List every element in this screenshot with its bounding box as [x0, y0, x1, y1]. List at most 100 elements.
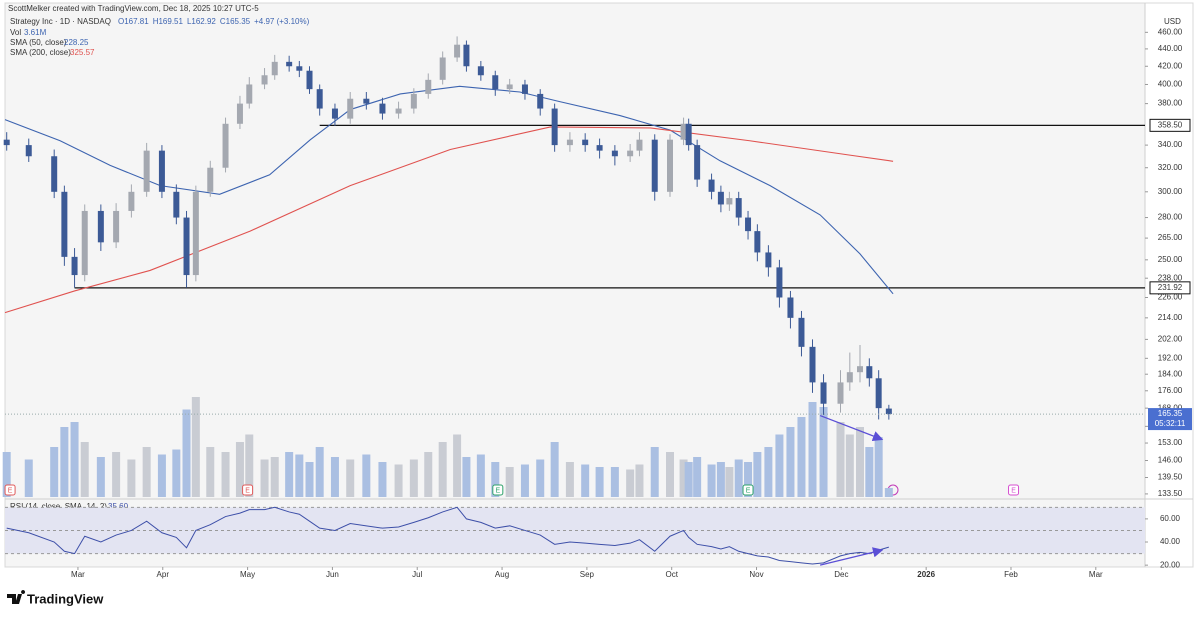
volume-bar — [753, 452, 762, 497]
volume-bar — [845, 434, 854, 497]
candle-body — [611, 150, 618, 157]
y-tick-label: 146.00 — [1158, 456, 1183, 465]
candle-body — [809, 346, 816, 383]
volume-bar — [462, 457, 471, 497]
y-tick-label: 460.00 — [1158, 27, 1183, 36]
logo: TradingView — [7, 590, 104, 606]
sma-line — [4, 126, 894, 314]
rsi-tick-label: 40.00 — [1160, 537, 1181, 546]
volume-bar — [808, 402, 817, 497]
sma50-value: 228.25 — [64, 38, 89, 47]
candle-body — [192, 191, 199, 276]
y-tick-label: 192.00 — [1158, 353, 1183, 362]
candle-body — [363, 98, 370, 104]
candle-body — [582, 139, 589, 146]
candle-body — [97, 210, 104, 243]
vol-name: Vol — [10, 28, 21, 37]
volume-bar — [191, 397, 200, 497]
volume-bar — [330, 457, 339, 497]
candle-body — [477, 66, 484, 76]
candle-body — [717, 191, 724, 205]
volume-bar — [142, 447, 151, 497]
candle-body — [506, 84, 513, 90]
y-tick-label: 214.00 — [1158, 313, 1183, 322]
x-tick-label: Jul — [412, 570, 422, 579]
rsi-name: RSI (14, close, SMA, 14, 2) — [10, 502, 107, 511]
event-label: E — [1011, 487, 1016, 494]
volume-bar — [112, 452, 121, 497]
event-label: E — [746, 487, 751, 494]
volume-bar — [235, 442, 244, 497]
candle-body — [735, 198, 742, 218]
volume-bar — [734, 459, 743, 497]
y-tick-label: 280.00 — [1158, 213, 1183, 222]
candle-body — [158, 150, 165, 192]
currency: USD — [1164, 17, 1181, 26]
volume-bar — [707, 464, 716, 497]
volume-bar — [679, 459, 688, 497]
volume-bar — [346, 459, 355, 497]
volume-bar — [725, 467, 734, 497]
volume-bar — [245, 434, 254, 497]
volume-bar — [80, 442, 89, 497]
candle-body — [425, 79, 432, 94]
candle-body — [61, 191, 68, 257]
y-tick-label: 400.00 — [1158, 80, 1183, 89]
y-tick-label: 420.00 — [1158, 61, 1183, 70]
x-tick-label: May — [240, 570, 255, 579]
volume-bar — [2, 452, 11, 497]
volume-bar — [476, 454, 485, 497]
candle-body — [222, 123, 229, 168]
x-tick-label: Aug — [495, 570, 509, 579]
y-tick-label: 300.00 — [1158, 187, 1183, 196]
ohlc-value: C165.35 — [220, 17, 251, 26]
rsi-tick-label: 60.00 — [1160, 514, 1181, 523]
volume-bar — [550, 442, 559, 497]
event-marker — [242, 484, 254, 496]
y-tick-label: 440.00 — [1158, 44, 1183, 53]
y-tick-label: 238.00 — [1158, 273, 1183, 282]
x-tick-label: Nov — [749, 570, 763, 579]
candle-body — [286, 61, 293, 67]
volume-bar — [378, 462, 387, 497]
event-marker — [1008, 484, 1020, 496]
volume-bar — [819, 407, 828, 497]
rsi-value: 35.60 — [108, 502, 129, 511]
candle-body — [875, 378, 882, 409]
candle-body — [551, 108, 558, 146]
y-tick-label: 320.00 — [1158, 163, 1183, 172]
frame — [4, 2, 1194, 568]
candle-body — [745, 217, 752, 232]
price-trendline — [819, 414, 884, 441]
candle-body — [113, 210, 120, 243]
volume-bar — [270, 457, 279, 497]
volume-bar — [221, 452, 230, 497]
candle-body — [128, 191, 135, 211]
x-tick-label: Sep — [580, 570, 595, 579]
volume-bar — [775, 434, 784, 497]
y-tick-label: 153.00 — [1158, 438, 1183, 447]
vol-value: 3.61M — [24, 28, 47, 37]
candle-body — [3, 139, 10, 146]
level-label-bg — [1149, 118, 1191, 132]
candle-body — [51, 156, 58, 192]
candle-body — [685, 123, 692, 146]
x-tick-label: Mar — [71, 570, 85, 579]
candle-body — [566, 139, 573, 146]
volume-bar — [172, 449, 181, 497]
volume-bar — [453, 434, 462, 497]
level-label: 231.92 — [1158, 283, 1183, 292]
candle-body — [776, 267, 783, 298]
candle-body — [439, 57, 446, 80]
candle-body — [183, 217, 190, 276]
volume-bar — [595, 467, 604, 497]
candle-body — [316, 89, 323, 109]
event-label: E — [8, 487, 13, 494]
event-label: E — [245, 487, 250, 494]
x-tick-label: Oct — [665, 570, 678, 579]
volume-bar — [865, 447, 874, 497]
volume-bar — [581, 464, 590, 497]
candle-body — [331, 108, 338, 119]
logo-text: TradingView — [27, 591, 104, 606]
